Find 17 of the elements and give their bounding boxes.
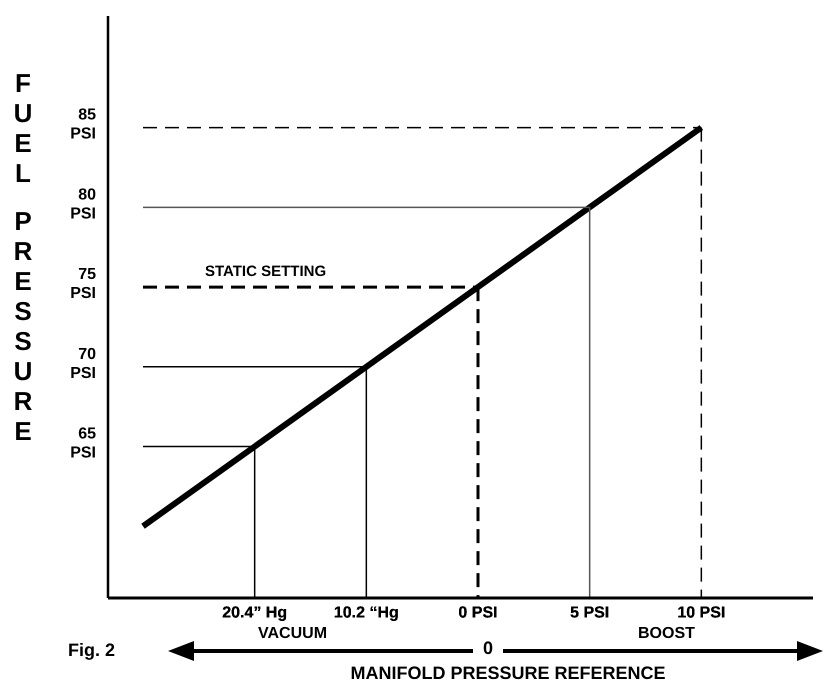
x-tick-label: 10 PSI xyxy=(677,604,726,622)
annotation: STATIC SETTING xyxy=(205,263,326,280)
y-tick-label: 70 PSI xyxy=(70,346,96,382)
y-tick-label: 65 PSI xyxy=(70,426,96,462)
text: FUEL PRESSURE xyxy=(14,68,32,446)
y-tick-label: 85 PSI xyxy=(70,106,96,143)
text: BOOST xyxy=(638,625,695,643)
x-tick-label: 0 PSI xyxy=(458,604,498,622)
text: VACUUM xyxy=(258,625,328,643)
y-tick-label: 80 PSI xyxy=(70,186,96,222)
x-axis-title: MANIFOLD PRESSURE REFERENCE xyxy=(349,663,667,684)
text: 0 xyxy=(473,638,503,659)
x-tick-label: 5 PSI xyxy=(570,604,610,622)
x-tick-label: 20.4” Hg xyxy=(222,604,288,622)
y-tick-label: 75 PSI xyxy=(70,266,96,302)
x-tick-label: 10.2 “Hg xyxy=(334,604,399,622)
caption: Fig. 2 xyxy=(68,640,116,661)
